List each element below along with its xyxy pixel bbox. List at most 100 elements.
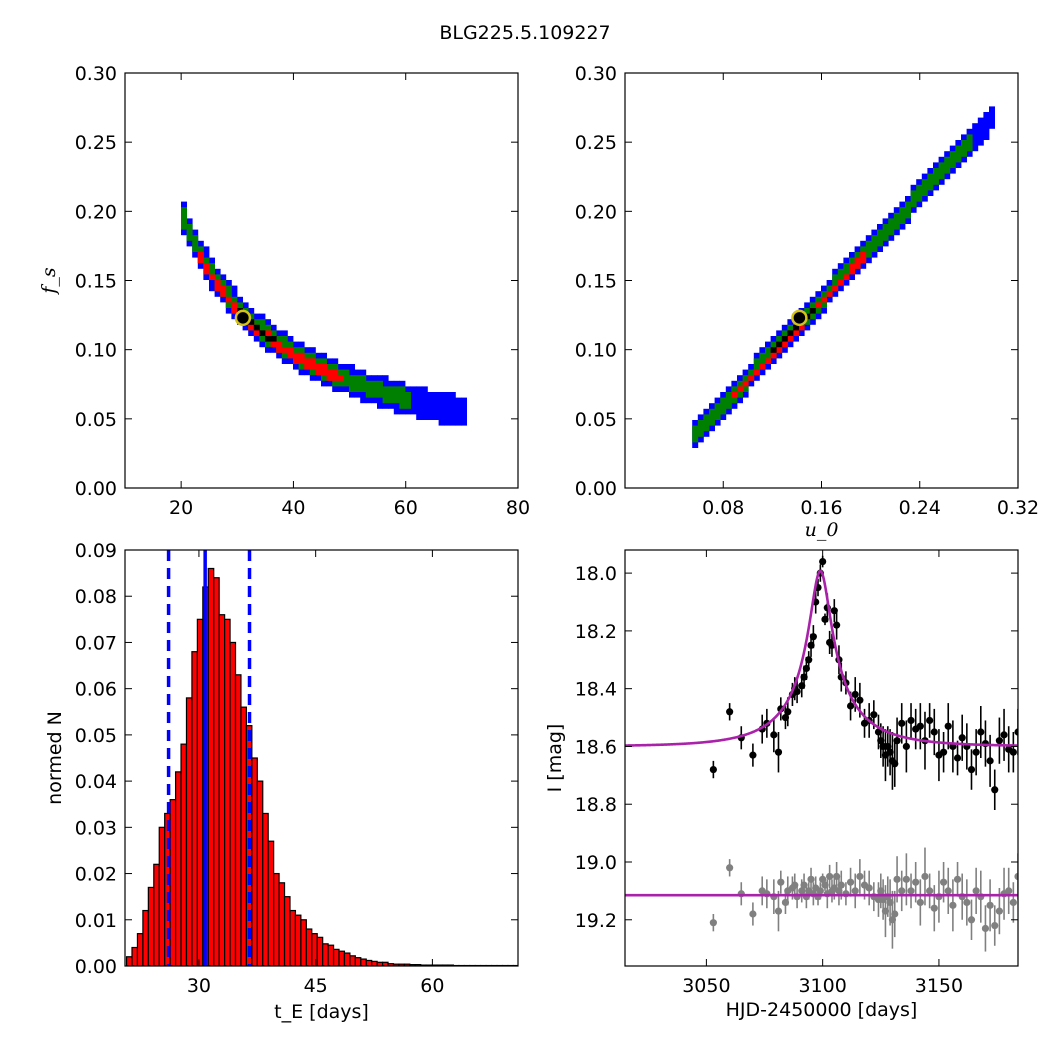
y-tick-label: 0.02: [75, 864, 117, 886]
cell-red: [276, 341, 283, 353]
cell-green: [343, 369, 350, 387]
data-point: [967, 765, 976, 774]
cell-green: [966, 134, 973, 152]
cell-red: [765, 358, 771, 364]
cell-red: [231, 302, 238, 314]
histogram-bar: [131, 946, 139, 966]
histogram-bar: [327, 944, 335, 966]
y-axis-label: I [mag]: [544, 724, 566, 793]
cell-green: [371, 380, 378, 398]
cell-red: [837, 280, 844, 286]
y-tick-label: 0.25: [75, 132, 117, 154]
cell-green: [393, 386, 400, 404]
data-point: [781, 713, 790, 722]
cell-green: [865, 240, 872, 258]
data-point: [846, 702, 855, 710]
figure-title: BLG225.5.109227: [439, 22, 611, 44]
x-tick-label: 60: [420, 975, 444, 997]
y-tick-label: 0.15: [75, 271, 117, 293]
y-tick-label: 18.0: [575, 563, 617, 585]
y-axis-label: normed N: [44, 711, 66, 805]
x-axis-label: u_0: [805, 519, 839, 541]
cell-green: [377, 380, 383, 398]
cell-red: [742, 380, 749, 387]
cell-red: [849, 263, 855, 275]
residual-point: [821, 881, 829, 889]
residual-point: [709, 919, 717, 927]
heatmap-cells: [692, 106, 995, 448]
histogram-bar: [240, 706, 248, 966]
cell-green: [697, 420, 704, 437]
y-tick-label: 0.05: [75, 409, 117, 431]
residual-point: [826, 872, 834, 881]
histogram-bar: [322, 943, 329, 966]
cell-blue: [438, 392, 445, 426]
residual-point: [991, 921, 999, 930]
cell-red: [304, 358, 311, 370]
histogram-bar: [262, 812, 269, 966]
data-point: [902, 742, 910, 751]
residual-point: [912, 878, 920, 886]
histogram-bar: [316, 936, 324, 966]
residual-point: [972, 887, 980, 895]
cell-green: [832, 274, 839, 292]
y-tick-label: 0.07: [75, 632, 117, 654]
y-tick-label: 0.25: [575, 132, 617, 154]
residual-point: [893, 875, 901, 883]
cell-green: [877, 229, 883, 247]
lightcurve-plot: [625, 555, 1018, 952]
panel-bottom-left: 30 45 60 0.00 0.01 0.02 0.03 0.04 0.05 0.06 0.07 0.…: [44, 540, 519, 1023]
histogram-bar: [169, 798, 177, 966]
histogram-bar: [332, 948, 340, 966]
residual-point: [930, 904, 938, 912]
data-point: [805, 656, 813, 664]
cell-red: [315, 364, 322, 376]
cell-green: [905, 201, 911, 219]
histogram-bar: [196, 618, 204, 966]
cell-green: [759, 352, 766, 370]
data-point: [1014, 728, 1018, 736]
cell-red: [309, 358, 316, 370]
x-tick-label: 3050: [682, 975, 730, 997]
data-point: [886, 748, 894, 756]
cell-green: [843, 263, 850, 280]
residual-point: [1009, 898, 1017, 907]
residual-point: [749, 910, 757, 918]
panel-bottom-right: 3050 3100 3150 18.0 18.2 18.4 18.6 18.8 19.0 19.2…: [544, 549, 1019, 1021]
cell-green: [714, 403, 721, 420]
data-point: [877, 737, 885, 745]
data-point: [870, 711, 878, 719]
cell-green: [949, 151, 956, 168]
cell-black: [265, 336, 271, 342]
cell-red: [209, 274, 215, 280]
cell-blue: [977, 117, 984, 146]
data-point: [809, 633, 817, 641]
cell-red: [321, 364, 327, 376]
data-point: [851, 690, 859, 699]
data-point: [891, 760, 899, 768]
best-fit-marker: [234, 309, 252, 327]
y-tick-label: 0.15: [575, 271, 617, 293]
cell-blue: [449, 392, 456, 426]
histogram-bar: [360, 958, 367, 966]
cell-red: [860, 252, 867, 264]
data-point: [986, 757, 994, 765]
cell-red: [332, 369, 339, 381]
residual-point: [944, 887, 952, 895]
data-point: [833, 621, 841, 629]
residual-point: [856, 872, 864, 881]
histogram-bar: [349, 955, 356, 966]
data-point: [821, 615, 829, 623]
y-tick-label: 19.0: [575, 852, 617, 874]
model-curve: [625, 569, 1018, 747]
cell-green: [910, 190, 917, 208]
x-tick-label: 45: [304, 975, 328, 997]
data-point: [977, 728, 985, 736]
cell-black: [781, 336, 788, 342]
cell-blue: [455, 397, 462, 426]
cell-green: [955, 145, 962, 163]
residual-point: [902, 875, 910, 883]
data-point: [953, 754, 962, 762]
y-tick-label: 0.00: [575, 478, 617, 500]
